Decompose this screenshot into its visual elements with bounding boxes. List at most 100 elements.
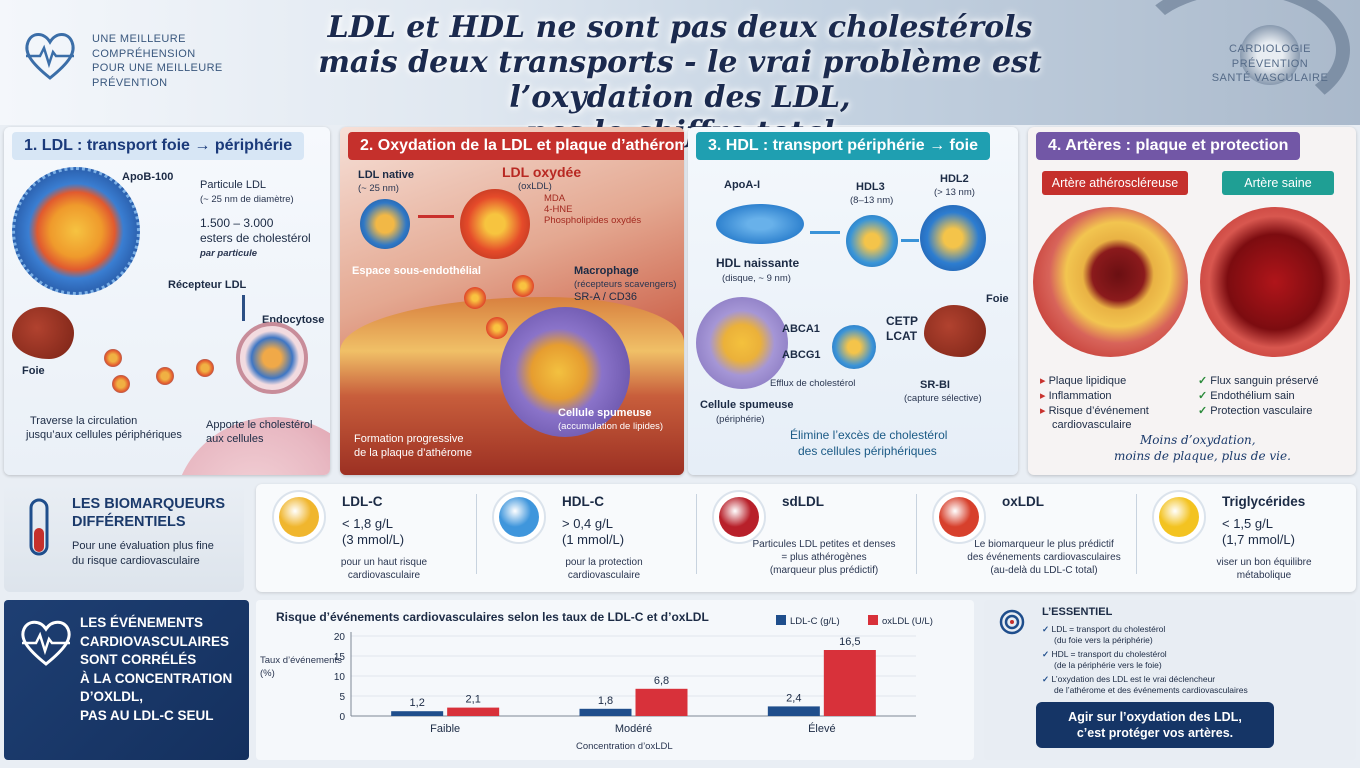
panel-hdl-transport: 3. HDL : transport périphérie → foie Apo…	[688, 127, 1018, 475]
formation-text-2: de la plaque d’athérome	[354, 447, 473, 459]
macrophage-sr: SR-A / CD36	[574, 291, 637, 303]
panel-1-title: 1. LDL : transport foie → périphérie	[12, 132, 305, 160]
biomarker-value: > 0,4 g/L	[562, 516, 613, 531]
data-label: 2,1	[466, 694, 481, 706]
apporte-text-2: aux cellules	[206, 433, 264, 445]
particle-size-label: (~ 25 nm de diamètre)	[200, 194, 294, 205]
biomarker-name: LDL-C	[342, 494, 383, 509]
y-tick-label: 20	[334, 632, 346, 643]
biomarker-description: viser un bon équilibre métabolique	[1216, 557, 1312, 581]
biomarkers-heading-1: LES BIOMARQUEURS	[72, 496, 226, 512]
heart-pulse-icon	[25, 33, 75, 80]
oxldl-mini-particle	[486, 317, 508, 339]
essentiel-item-2b: (de la périphérie vers le foie)	[1054, 660, 1162, 670]
chart-panel: Risque d’événements cardiovasculaires se…	[256, 600, 974, 760]
phospho-label: Phospholipides oxydés	[544, 215, 642, 226]
biomarker-divider	[696, 494, 697, 574]
particle-label: Particule LDL	[200, 179, 267, 191]
bar-ldlc	[767, 706, 820, 716]
artere-saine-image	[1200, 207, 1350, 357]
essentiel-title: L’ESSENTIEL	[1042, 606, 1113, 618]
corr-line-3: SONT CORRÉLÉS	[80, 652, 197, 667]
macrophage-label: Macrophage	[574, 265, 639, 277]
data-label: 6,8	[654, 675, 669, 687]
esters-per-particle: par particule	[200, 248, 258, 259]
biomarker-name: Triglycérides	[1222, 494, 1306, 509]
biomarker-value: < 1,5 g/L	[1222, 516, 1273, 531]
biomarker-name: HDL-C	[562, 494, 604, 509]
target-icon	[999, 609, 1025, 635]
panel-2-title: 2. Oxydation de la LDL et plaque d’athér…	[348, 132, 684, 160]
essentiel-item-2: ✓ HDL = transport du cholestérol	[1042, 649, 1167, 659]
biomarker-divider	[1136, 494, 1137, 574]
logo-text: UNE MEILLEURE COMPRÉHENSION POUR UNE MEI…	[92, 33, 223, 89]
foie-label: Foie	[986, 293, 1009, 305]
hne-label: 4-HNE	[544, 204, 573, 215]
corr-line-5: D’OXLDL,	[80, 689, 143, 704]
esters-count: 1.500 – 3.000	[200, 216, 274, 230]
header-tags: CARDIOLOGIE PRÉVENTION SANTÉ VASCULAIRE	[1200, 42, 1340, 86]
panel-3-title: 3. HDL : transport périphérie → foie	[696, 132, 990, 160]
hdl2-image	[920, 205, 986, 271]
x-tick-label: Faible	[430, 723, 460, 735]
elimine-text-1: Élimine l’excès de cholestérol	[790, 428, 948, 442]
tag-sante-vasculaire: SANTÉ VASCULAIRE	[1211, 72, 1329, 84]
espace-label: Espace sous-endothélial	[352, 265, 481, 277]
y-tick-label: 15	[334, 652, 346, 663]
title-line-1: LDL et HDL ne sont pas deux cholestérols	[327, 10, 1033, 45]
bad-item-2: ▸ Inflammation	[1040, 390, 1112, 402]
circulation-text-1: Traverse la circulation	[30, 415, 138, 427]
y-tick-label: 10	[334, 672, 346, 683]
good-item-3: ✓ Protection vasculaire	[1198, 405, 1313, 417]
bad-item-1: ▸ Plaque lipidique	[1040, 375, 1127, 387]
ldl-mini-particle	[196, 359, 214, 377]
y-tick-label: 5	[339, 692, 345, 703]
motto-line-2: moins de plaque, plus de vie.	[1114, 449, 1291, 463]
bar-oxldl	[823, 650, 876, 716]
stethoscope-head-image	[1240, 25, 1300, 85]
bar-oxldl	[447, 707, 500, 716]
elimine-text-2: des cellules périphériques	[798, 444, 937, 458]
biomarker-description: pour la protection cardiovasculaire	[565, 557, 643, 581]
srbi-sub: (capture sélective)	[904, 393, 982, 404]
foie-label: Foie	[22, 365, 45, 377]
biomarker-icon	[1152, 490, 1206, 544]
biomarker-icon	[272, 490, 326, 544]
circulation-text-2: jusqu’aux cellules périphériques	[26, 429, 182, 441]
correlation-banner: LES ÉVÉNEMENTS CARDIOVASCULAIRES SONT CO…	[4, 600, 249, 760]
corr-line-6: PAS AU LDL-C SEUL	[80, 707, 214, 723]
biomarker-value-mmol: (3 mmol/L)	[342, 532, 405, 547]
heart-pulse-icon	[21, 620, 71, 666]
spumeuse-sub: (périphérie)	[716, 414, 765, 425]
bad-item-3: ▸ Risque d’événement	[1040, 405, 1149, 417]
biomarkers-heading-2: DIFFÉRENTIELS	[72, 514, 186, 530]
corr-line-4: À LA CONCENTRATION	[80, 670, 233, 686]
apporte-text-1: Apporte le cholestérol	[206, 419, 313, 431]
biomarker-value: < 1,8 g/L	[342, 516, 393, 531]
hdl2-size: (> 13 nm)	[934, 187, 975, 198]
legend-label: oxLDL (U/L)	[882, 616, 933, 627]
biomarkers-desc-2: du risque cardiovasculaire	[72, 555, 200, 567]
liver-image	[12, 307, 74, 359]
apoa-label: ApoA-I	[724, 179, 761, 191]
y-tick-label: 0	[339, 712, 345, 723]
legend-swatch	[868, 615, 878, 625]
biomarkers-intro: LES BIOMARQUEURS DIFFÉRENTIELS Pour une …	[4, 484, 244, 592]
legend-label: LDL-C (g/L)	[790, 616, 840, 627]
biomarker-description: Le biomarqueur le plus prédictif des évén…	[967, 539, 1121, 576]
formation-text-1: Formation progressive	[354, 433, 464, 445]
x-tick-label: Modéré	[615, 723, 652, 735]
data-label: 1,2	[410, 697, 425, 709]
biomarker-description: Particules LDL petites et denses = plus a…	[752, 539, 896, 576]
ldl-mini-particle	[112, 375, 130, 393]
chart-title: Risque d’événements cardiovasculaires se…	[276, 610, 709, 624]
biomarker-divider	[476, 494, 477, 574]
title-line-2: mais deux transports - le vrai problème …	[318, 45, 1042, 115]
ldl-mini-particle	[104, 349, 122, 367]
srbi-label: SR-BI	[920, 379, 950, 391]
arrow-icon	[418, 215, 454, 218]
bar-chart: 0 5 10 15 20 Faible 1,2 2,1 Modéré 1,8 6,8 Élevé 2,4…	[334, 615, 933, 735]
bad-item-3b: cardiovasculaire	[1052, 419, 1132, 431]
artere-saine-label: Artère saine	[1222, 171, 1334, 195]
hdl3-image	[846, 215, 898, 267]
